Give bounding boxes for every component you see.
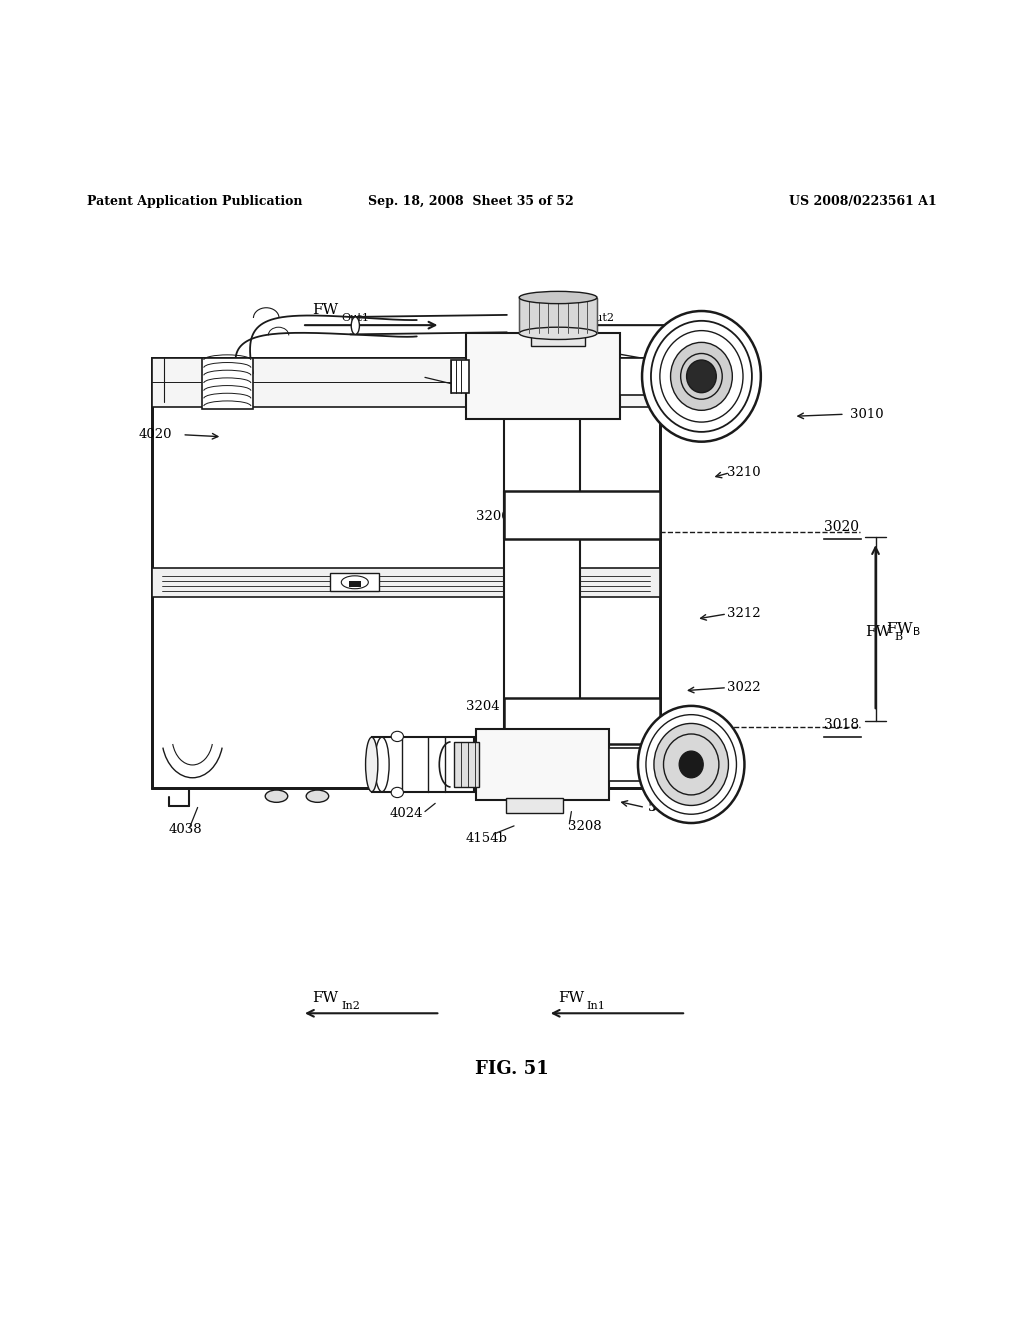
Bar bbox=[372, 737, 474, 792]
Text: 3206: 3206 bbox=[476, 510, 510, 523]
Bar bbox=[152, 358, 660, 407]
Ellipse shape bbox=[519, 292, 597, 304]
Bar bbox=[506, 799, 563, 813]
Text: 3212: 3212 bbox=[727, 607, 761, 620]
Text: Patent Application Publication: Patent Application Publication bbox=[87, 194, 302, 207]
Bar bbox=[476, 729, 609, 800]
Bar bbox=[454, 742, 479, 787]
Bar bbox=[530, 334, 586, 346]
Ellipse shape bbox=[366, 737, 378, 792]
Text: Sep. 18, 2008  Sheet 35 of 52: Sep. 18, 2008 Sheet 35 of 52 bbox=[369, 194, 573, 207]
Text: 3204: 3204 bbox=[466, 700, 500, 713]
Text: 3018: 3018 bbox=[824, 718, 859, 731]
Ellipse shape bbox=[664, 734, 719, 795]
Bar bbox=[348, 581, 361, 587]
Ellipse shape bbox=[519, 327, 597, 339]
Text: FW: FW bbox=[312, 304, 339, 317]
Text: B: B bbox=[894, 632, 902, 643]
Text: In1: In1 bbox=[587, 1002, 605, 1011]
Bar bbox=[620, 358, 660, 395]
Bar bbox=[152, 358, 660, 788]
Ellipse shape bbox=[642, 312, 761, 442]
Text: FW$_\mathrm{B}$: FW$_\mathrm{B}$ bbox=[886, 620, 921, 638]
Text: 3022: 3022 bbox=[727, 681, 761, 694]
Text: 52: 52 bbox=[648, 801, 667, 814]
Text: 4020: 4020 bbox=[138, 428, 172, 441]
Text: Out2: Out2 bbox=[587, 313, 614, 323]
Ellipse shape bbox=[638, 706, 744, 824]
Text: 4154a: 4154a bbox=[466, 351, 508, 364]
Text: 52: 52 bbox=[653, 356, 672, 370]
Ellipse shape bbox=[646, 714, 736, 814]
Text: 4022: 4022 bbox=[384, 367, 418, 380]
Bar bbox=[504, 491, 660, 539]
Text: 3208: 3208 bbox=[568, 821, 602, 833]
Ellipse shape bbox=[265, 791, 288, 803]
Ellipse shape bbox=[651, 321, 752, 432]
Text: In2: In2 bbox=[341, 1002, 359, 1011]
Bar bbox=[330, 573, 379, 591]
Ellipse shape bbox=[659, 330, 743, 422]
Ellipse shape bbox=[375, 737, 389, 792]
Ellipse shape bbox=[679, 751, 703, 777]
Bar bbox=[504, 698, 660, 744]
Ellipse shape bbox=[351, 317, 359, 334]
Ellipse shape bbox=[671, 342, 732, 411]
Text: 4024: 4024 bbox=[389, 807, 423, 820]
Ellipse shape bbox=[391, 731, 403, 742]
Ellipse shape bbox=[391, 787, 403, 797]
Bar bbox=[504, 420, 580, 763]
Text: US 2008/0223561 A1: US 2008/0223561 A1 bbox=[790, 194, 937, 207]
Ellipse shape bbox=[306, 791, 329, 803]
Ellipse shape bbox=[681, 354, 722, 399]
Text: 4038: 4038 bbox=[169, 824, 203, 837]
Text: FW: FW bbox=[312, 991, 339, 1005]
Text: FW: FW bbox=[558, 304, 585, 317]
Text: 3210: 3210 bbox=[727, 466, 761, 479]
Ellipse shape bbox=[686, 360, 716, 392]
Text: 3020: 3020 bbox=[824, 520, 859, 533]
Bar bbox=[609, 748, 650, 781]
Bar bbox=[519, 297, 597, 334]
Text: FW: FW bbox=[865, 626, 892, 639]
Text: Out1: Out1 bbox=[341, 313, 369, 323]
Bar bbox=[202, 358, 253, 409]
Text: 4154b: 4154b bbox=[466, 832, 508, 845]
Text: FW: FW bbox=[558, 991, 585, 1005]
Text: 3010: 3010 bbox=[850, 408, 884, 421]
Bar bbox=[152, 568, 660, 597]
Bar bbox=[451, 360, 469, 393]
Bar bbox=[466, 334, 620, 420]
Ellipse shape bbox=[654, 723, 728, 805]
Text: FIG. 51: FIG. 51 bbox=[475, 1060, 549, 1078]
